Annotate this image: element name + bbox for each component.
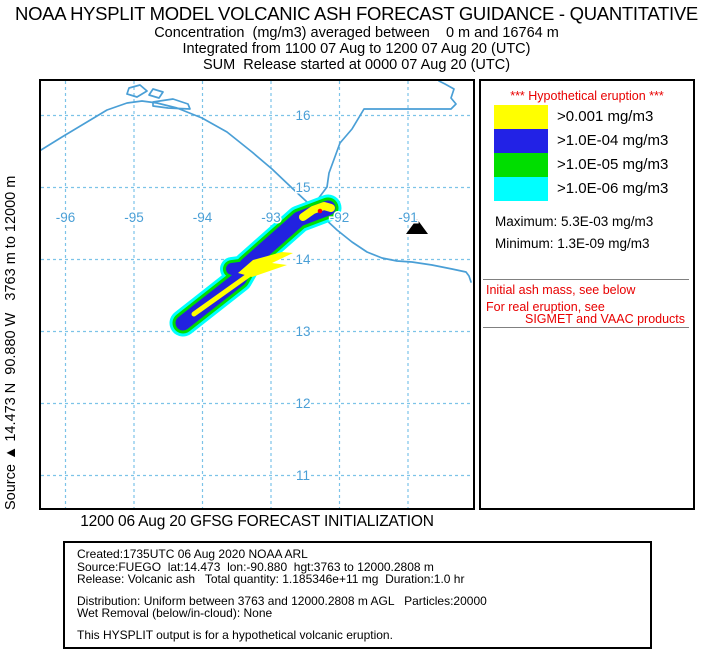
map-plot-area: -96 -95 -94 -93 -92 -91 16 15 14 13 12 1… [39, 79, 475, 510]
legend-panel: *** Hypothetical eruption *** >0.001 mg/… [479, 79, 695, 510]
graticule-gridlines [41, 81, 473, 508]
info-created-line: Created:1735UTC 06 Aug 2020 NOAA ARL [77, 547, 308, 561]
info-release-line: Release: Volcanic ash Total quantity: 1.… [77, 572, 465, 586]
info-source-line: Source:FUEGO lat:14.473 lon:-90.880 hgt:… [77, 559, 434, 574]
run-info-box: Created:1735UTC 06 Aug 2020 NOAA ARL Sou… [63, 541, 652, 649]
lat-tick-label: 15 [295, 180, 310, 195]
ash-plume [169, 194, 342, 337]
coastline-pacific [40, 100, 472, 283]
legend-divider [483, 327, 689, 328]
lat-tick-label: 11 [296, 468, 310, 483]
legend-swatch-yellow [494, 105, 548, 129]
legend-minimum-value: Minimum: 1.3E-09 mg/m3 [495, 236, 650, 251]
legend-divider [483, 279, 689, 280]
lon-tick-label: -91 [398, 210, 418, 225]
lat-tick-label: 12 [295, 396, 310, 411]
ash-plume-yellow-mid-core [238, 252, 293, 277]
coastline-island-2 [148, 88, 164, 99]
info-disclaimer-line: This HYSPLIT output is for a hypothetica… [77, 627, 393, 642]
forecast-initialization-caption: 1200 06 Aug 20 GFSG FORECAST INITIALIZAT… [80, 513, 434, 530]
legend-swatch-blue [494, 129, 548, 153]
coastline-island-3 [152, 98, 191, 110]
legend-level-label: >1.0E-05 mg/m3 [557, 156, 669, 173]
legend-hypothetical-banner: *** Hypothetical eruption *** [510, 89, 664, 103]
subtitle-release-start: SUM Release started at 0000 07 Aug 20 (U… [202, 57, 511, 73]
map-canvas: -96 -95 -94 -93 -92 -91 16 15 14 13 12 1… [40, 80, 473, 508]
legend-level-label: >0.001 mg/m3 [557, 108, 654, 125]
coastline-border-line [311, 80, 457, 208]
page-title: NOAA HYSPLIT MODEL VOLCANIC ASH FORECAST… [15, 3, 698, 24]
run-info-text: Created:1735UTC 06 Aug 2020 NOAA ARL Sou… [77, 548, 487, 641]
legend-swatch-green [494, 153, 548, 177]
ash-plume-yellow-head-core [299, 202, 335, 221]
info-distribution-line: Distribution: Uniform between 3763 and 1… [77, 593, 487, 608]
map-y-axis-source-label: Source ▲ 14.473 N 90.880 W 3763 m to 120… [3, 175, 19, 510]
legend-level-label: >1.0E-06 mg/m3 [557, 180, 669, 197]
subtitle-concentration: Concentration (mg/m3) averaged between 0… [154, 25, 559, 41]
subtitle-integration-period: Integrated from 1100 07 Aug to 1200 07 A… [182, 41, 531, 57]
legend-note-initial-ash-mass: Initial ash mass, see below [486, 283, 636, 297]
lon-tick-label: -92 [330, 210, 350, 225]
lat-tick-label: 13 [295, 324, 310, 339]
legend-note-sigmet-vaac: SIGMET and VAAC products [525, 312, 686, 326]
lon-tick-label: -95 [124, 210, 144, 225]
legend-swatch-cyan [494, 177, 548, 201]
lon-tick-label: -93 [261, 210, 281, 225]
legend-note-real-eruption: For real eruption, see [486, 300, 605, 314]
ash-plume-yellow-tail-core [191, 269, 256, 317]
legend-level-label: >1.0E-04 mg/m3 [557, 132, 669, 149]
info-wet-removal-line: Wet Removal (below/in-cloud): None [77, 606, 273, 620]
graticule-labels: -96 -95 -94 -93 -92 -91 16 15 14 13 12 1… [54, 107, 419, 485]
lon-tick-label: -96 [56, 210, 76, 225]
lon-tick-label: -94 [193, 210, 213, 225]
ash-plume-blue-bulge [226, 261, 253, 275]
lat-tick-label: 16 [295, 108, 310, 123]
volcano-marker-icon [406, 219, 428, 234]
lat-tick-label: 14 [295, 252, 311, 267]
legend-maximum-value: Maximum: 5.3E-03 mg/m3 [495, 214, 654, 229]
source-red-dot [317, 208, 323, 214]
coastline-island-1 [126, 84, 148, 98]
